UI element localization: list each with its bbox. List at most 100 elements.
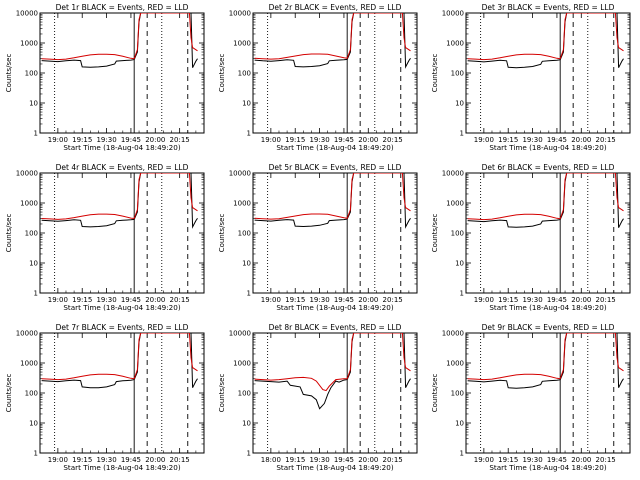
- x-tick-label: 20:15: [383, 296, 403, 304]
- series-group: [41, 13, 198, 68]
- y-tick-label: 100: [451, 230, 464, 238]
- x-tick-label: 19:45: [547, 136, 567, 144]
- lld-series-line: [467, 333, 624, 381]
- y-tick-label: 10: [29, 100, 38, 108]
- x-tick-label: 20:00: [145, 456, 165, 464]
- x-tick-label: 19:00: [48, 456, 68, 464]
- x-tick-label: 19:00: [474, 136, 494, 144]
- chart-title: Det 7r BLACK = Events, RED = LLD: [56, 323, 189, 332]
- lld-series-line: [41, 13, 198, 61]
- plot-frame: [465, 12, 631, 134]
- y-tick-label: 1000: [446, 360, 464, 368]
- series-group: [254, 13, 411, 69]
- x-tick-label: 19:30: [96, 456, 116, 464]
- events-series-line: [254, 13, 411, 69]
- y-tick-label: 1000: [446, 200, 464, 208]
- lld-series-line: [254, 13, 411, 60]
- y-tick-label: 10: [242, 100, 251, 108]
- chart-title: Det 4r BLACK = Events, RED = LLD: [56, 163, 189, 172]
- events-series-line: [467, 13, 624, 69]
- x-tick-label: 20:15: [596, 456, 616, 464]
- y-tick-label: 10000: [442, 170, 464, 178]
- events-series-line: [41, 173, 198, 229]
- x-tick-label: 19:15: [498, 456, 518, 464]
- series-group: [254, 173, 411, 229]
- plot-frame: [465, 172, 631, 294]
- chart-title: Det 3r BLACK = Events, RED = LLD: [482, 3, 615, 12]
- plot-frame: [39, 172, 205, 294]
- x-tick-label: 19:00: [474, 456, 494, 464]
- plot-frame: [465, 332, 631, 454]
- y-tick-label: 1: [460, 450, 464, 458]
- y-tick-label: 1: [34, 450, 38, 458]
- x-tick-label: 19:30: [309, 456, 329, 464]
- lld-series-line: [254, 333, 411, 392]
- x-tick-label: 20:00: [571, 136, 591, 144]
- y-tick-label: 10000: [16, 10, 38, 18]
- x-tick-label: 19:45: [334, 136, 354, 144]
- y-axis-label: Counts/sec: [218, 54, 226, 93]
- x-tick-label: 19:45: [547, 456, 567, 464]
- x-tick-label: 20:15: [596, 136, 616, 144]
- x-tick-label: 19:00: [261, 296, 281, 304]
- detector-panel-9: Det 9r BLACK = Events, RED = LLD 1 10 100 10…: [431, 323, 631, 472]
- y-tick-label: 1: [460, 290, 464, 298]
- y-tick-label: 100: [451, 70, 464, 78]
- y-tick-label: 100: [25, 70, 38, 78]
- series-group: [467, 333, 624, 389]
- y-tick-label: 10000: [16, 170, 38, 178]
- chart-title: Det 6r BLACK = Events, RED = LLD: [482, 163, 615, 172]
- lld-series-line: [467, 173, 624, 221]
- y-tick-label: 10: [29, 420, 38, 428]
- x-tick-label: 20:15: [596, 296, 616, 304]
- y-tick-label: 1000: [446, 40, 464, 48]
- chart-title: Det 5r BLACK = Events, RED = LLD: [269, 163, 402, 172]
- plot-frame: [252, 12, 418, 134]
- events-series-line: [41, 333, 198, 389]
- y-tick-label: 1000: [233, 200, 251, 208]
- events-series-line: [41, 13, 198, 68]
- chart-title: Det 9r BLACK = Events, RED = LLD: [482, 323, 615, 332]
- detector-panel-5: Det 5r BLACK = Events, RED = LLD 1 10 100 10…: [218, 163, 418, 312]
- y-axis-label: Counts/sec: [5, 214, 13, 253]
- plot-frame: [252, 332, 418, 454]
- x-axis-label: Start Time (18-Aug-04 18:49:20): [489, 463, 606, 472]
- y-tick-label: 10: [242, 260, 251, 268]
- x-tick-label: 20:00: [571, 296, 591, 304]
- x-tick-label: 19:30: [309, 296, 329, 304]
- x-axis-label: Start Time (18-Aug-04 18:49:20): [276, 463, 393, 472]
- series-group: [467, 13, 624, 69]
- y-axis-label: Counts/sec: [218, 374, 226, 413]
- lld-series-line: [254, 173, 411, 220]
- y-tick-label: 100: [238, 70, 251, 78]
- lld-series-line: [41, 173, 198, 220]
- y-tick-label: 10: [455, 420, 464, 428]
- y-tick-label: 1: [247, 450, 251, 458]
- x-tick-label: 19:15: [72, 456, 92, 464]
- x-tick-label: 19:15: [72, 136, 92, 144]
- x-tick-label: 19:15: [498, 136, 518, 144]
- x-tick-label: 19:00: [474, 296, 494, 304]
- y-tick-label: 100: [25, 230, 38, 238]
- x-tick-label: 19:45: [121, 456, 141, 464]
- y-axis-label: Counts/sec: [5, 374, 13, 413]
- y-tick-label: 10: [242, 420, 251, 428]
- x-tick-label: 19:15: [285, 296, 305, 304]
- x-tick-label: 19:45: [121, 136, 141, 144]
- y-tick-label: 100: [238, 230, 251, 238]
- y-tick-label: 100: [451, 390, 464, 398]
- plot-frame: [39, 332, 205, 454]
- detector-panel-4: Det 4r BLACK = Events, RED = LLD 1 10 100 10…: [5, 163, 205, 312]
- x-tick-label: 20:00: [358, 136, 378, 144]
- x-axis-label: Start Time (18-Aug-04 18:49:20): [63, 143, 180, 152]
- x-tick-label: 19:30: [96, 136, 116, 144]
- y-tick-label: 1000: [233, 40, 251, 48]
- x-tick-label: 20:15: [383, 136, 403, 144]
- x-tick-label: 19:30: [309, 136, 329, 144]
- x-tick-label: 19:15: [498, 296, 518, 304]
- chart-title: Det 1r BLACK = Events, RED = LLD: [56, 3, 189, 12]
- x-tick-label: 19:15: [285, 456, 305, 464]
- lld-series-line: [41, 333, 198, 381]
- x-tick-label: 18:00: [261, 456, 281, 464]
